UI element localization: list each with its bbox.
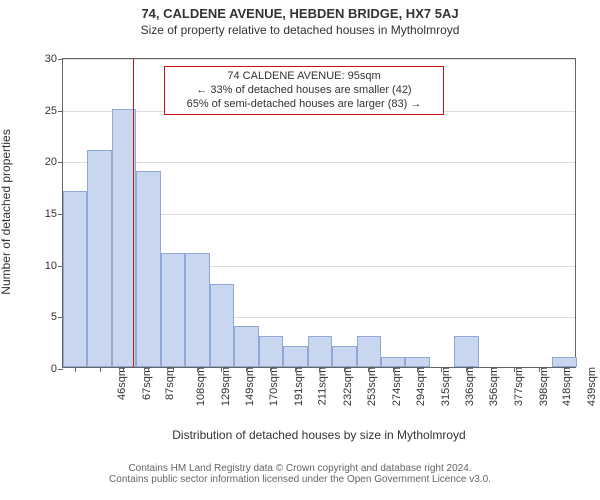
- x-tick: [123, 367, 124, 372]
- x-tick: [393, 367, 394, 372]
- histogram-bar: [185, 253, 209, 367]
- x-tick-label: 108sqm: [193, 367, 207, 406]
- annotation-line: 74 CALDENE AVENUE: 95sqm: [171, 70, 437, 84]
- y-tick-label: 0: [51, 363, 63, 375]
- x-tick: [173, 367, 174, 372]
- x-tick-label: 315sqm: [438, 367, 452, 406]
- histogram-bar: [87, 150, 111, 367]
- histogram-bar: [332, 346, 356, 367]
- histogram-bar: [234, 326, 258, 367]
- x-tick-label: 232sqm: [340, 367, 354, 406]
- histogram-bar: [308, 336, 332, 367]
- histogram-bar: [283, 346, 307, 367]
- x-tick: [368, 367, 369, 372]
- x-tick: [441, 367, 442, 372]
- x-tick: [539, 367, 540, 372]
- annotation-line: 65% of semi-detached houses are larger (…: [171, 98, 437, 112]
- gridline: [63, 162, 575, 163]
- y-tick-label: 10: [45, 260, 63, 272]
- plot-area: 05101520253046sqm67sqm87sqm108sqm129sqm1…: [62, 58, 576, 368]
- histogram-bar: [210, 284, 234, 367]
- x-tick-label: 418sqm: [560, 367, 574, 406]
- x-tick-label: 87sqm: [162, 367, 176, 400]
- x-tick: [246, 367, 247, 372]
- footer-line-1: Contains HM Land Registry data © Crown c…: [0, 463, 600, 474]
- annotation-box: 74 CALDENE AVENUE: 95sqm← 33% of detache…: [164, 66, 444, 115]
- x-axis-label: Distribution of detached houses by size …: [62, 428, 576, 442]
- x-tick-label: 129sqm: [218, 367, 232, 406]
- x-tick: [514, 367, 515, 372]
- annotation-line: ← 33% of detached houses are smaller (42…: [171, 84, 437, 98]
- x-tick-label: 149sqm: [242, 367, 256, 406]
- x-tick-label: 67sqm: [139, 367, 153, 400]
- x-tick: [564, 367, 565, 372]
- x-tick: [100, 367, 101, 372]
- x-tick-label: 398sqm: [536, 367, 550, 406]
- histogram-bar: [161, 253, 185, 367]
- x-tick-label: 253sqm: [365, 367, 379, 406]
- y-tick-label: 20: [45, 156, 63, 168]
- x-tick: [197, 367, 198, 372]
- x-tick: [221, 367, 222, 372]
- x-tick: [319, 367, 320, 372]
- property-marker-line: [133, 59, 134, 367]
- x-tick-label: 191sqm: [291, 367, 305, 406]
- x-tick-label: 356sqm: [486, 367, 500, 406]
- y-tick-label: 30: [45, 53, 63, 65]
- x-tick: [270, 367, 271, 372]
- footer-line-2: Contains public sector information licen…: [0, 474, 600, 485]
- gridline: [63, 59, 575, 60]
- x-tick-label: 170sqm: [266, 367, 280, 406]
- x-tick-label: 211sqm: [314, 367, 328, 405]
- x-tick: [344, 367, 345, 372]
- x-tick: [466, 367, 467, 372]
- x-tick-label: 294sqm: [413, 367, 427, 406]
- x-tick: [75, 367, 76, 372]
- chart-container: { "chart": { "type": "histogram", "title…: [0, 0, 600, 500]
- histogram-bar: [454, 336, 478, 367]
- y-tick-label: 5: [51, 311, 63, 323]
- x-tick-label: 46sqm: [114, 367, 128, 400]
- y-tick-label: 25: [45, 105, 63, 117]
- x-tick: [295, 367, 296, 372]
- x-tick-label: 336sqm: [463, 367, 477, 406]
- histogram-bar: [405, 357, 429, 367]
- histogram-bar: [357, 336, 381, 367]
- x-tick-label: 274sqm: [389, 367, 403, 406]
- y-tick-label: 15: [45, 208, 63, 220]
- chart-subtitle: Size of property relative to detached ho…: [0, 21, 600, 37]
- histogram-bar: [259, 336, 283, 367]
- histogram-bar: [63, 191, 87, 367]
- x-tick: [417, 367, 418, 372]
- x-tick-label: 439sqm: [584, 367, 598, 406]
- x-tick: [491, 367, 492, 372]
- histogram-bar: [136, 171, 160, 367]
- x-tick-label: 377sqm: [511, 367, 525, 406]
- histogram-bar: [552, 357, 576, 367]
- histogram-bar: [381, 357, 405, 367]
- footer-attribution: Contains HM Land Registry data © Crown c…: [0, 463, 600, 485]
- chart-title: 74, CALDENE AVENUE, HEBDEN BRIDGE, HX7 5…: [0, 0, 600, 21]
- x-tick: [148, 367, 149, 372]
